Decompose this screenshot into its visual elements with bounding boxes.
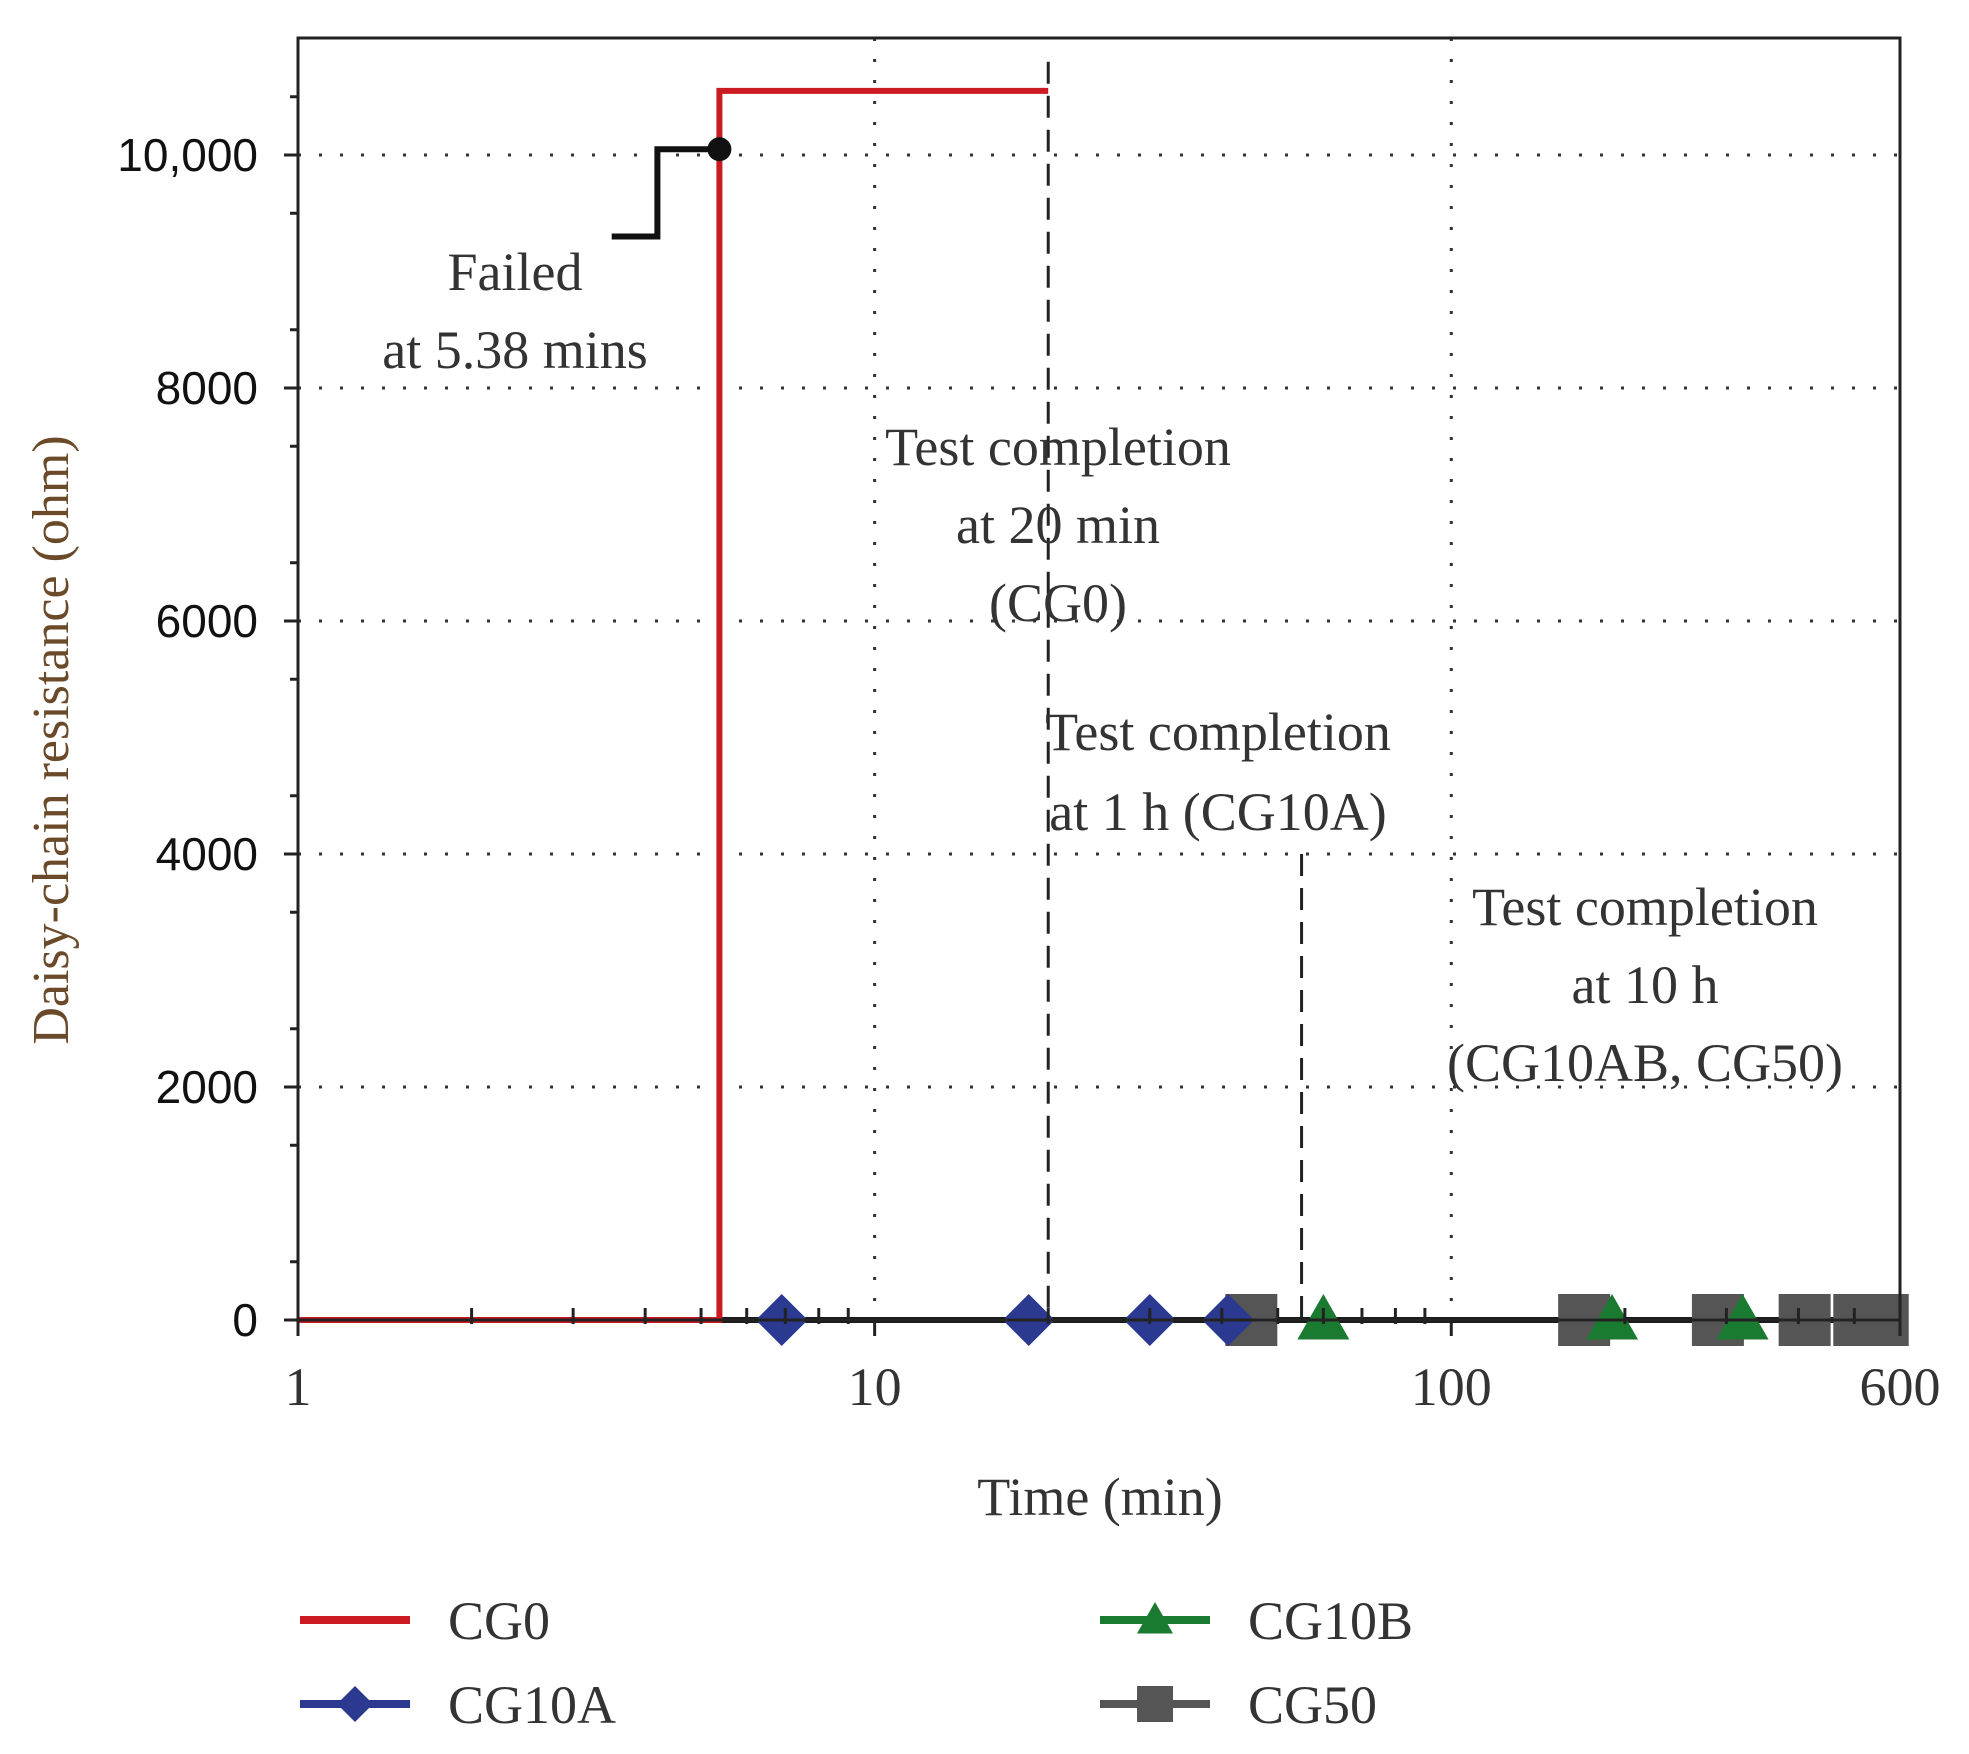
- cg10b-marker-1: [1586, 1294, 1639, 1340]
- x-tick-label-1: 10: [848, 1357, 902, 1417]
- annotations: Failed at 5.38 mins Test completion at 20 m…: [382, 242, 1843, 1093]
- y-axis-label: Daisy-chain resistance (ohm): [23, 435, 80, 1044]
- legend-label-cg10a: CG10A: [448, 1675, 616, 1735]
- cg10b-marker-2: [1716, 1294, 1769, 1340]
- y-tick-label-0: 0: [232, 1294, 258, 1346]
- legend-marker-cg10a: [337, 1686, 373, 1722]
- failure-point: [707, 137, 732, 162]
- axis-labels: Time (min) Daisy-chain resistance (ohm): [23, 435, 1223, 1527]
- x-tick-label-2: 100: [1411, 1357, 1492, 1417]
- test-completion-markers: [1046, 61, 1902, 1320]
- legend-label-cg50: CG50: [1248, 1675, 1377, 1735]
- y-tick-label-2: 4000: [156, 828, 258, 880]
- y-tick-label-5: 10,000: [117, 129, 258, 181]
- annotation-failed-line-1: at 5.38 mins: [382, 320, 648, 380]
- annotation-cg0-line-1: at 20 min: [956, 495, 1160, 555]
- plot-frame: [296, 36, 1902, 1322]
- y-tick-label-4: 8000: [156, 362, 258, 414]
- annotation-cg0-line-0: Test completion: [885, 417, 1231, 477]
- series-line-precursor: [611, 146, 720, 240]
- grid: [298, 38, 1900, 1320]
- legend-label-cg0: CG0: [448, 1591, 550, 1651]
- legend-marker-cg50: [1137, 1686, 1173, 1722]
- annotation-cg50-line-0: Test completion: [1472, 877, 1818, 937]
- annotation-failed-line-0: Failed: [448, 242, 583, 302]
- annotation-cg10a-line-1: at 1 h (CG10A): [1049, 782, 1386, 842]
- axes: [296, 36, 1902, 1322]
- legend: CG0 CG10B CG10A CG50: [300, 1591, 1413, 1735]
- annotation-cg10a-line-0: Test completion: [1045, 702, 1391, 762]
- x-axis-label: Time (min): [977, 1467, 1223, 1527]
- x-tick-label-3: 600: [1860, 1357, 1941, 1417]
- annotation-cg50-line-1: at 10 h: [1572, 955, 1719, 1015]
- legend-label-cg10b: CG10B: [1248, 1591, 1413, 1651]
- annotation-cg0-line-2: (CG0): [989, 573, 1127, 633]
- y-tick-label-1: 2000: [156, 1061, 258, 1113]
- legend-marker-cg10b: [1137, 1602, 1173, 1634]
- ticks: 0 2000 4000 6000 8000 10,000 1 10 100 600: [117, 95, 1941, 1417]
- x-tick-label-0: 1: [285, 1357, 312, 1417]
- annotation-cg50-line-2: (CG10AB, CG50): [1447, 1033, 1843, 1093]
- y-tick-label-3: 6000: [156, 595, 258, 647]
- series-line-cg0: [298, 87, 1049, 1323]
